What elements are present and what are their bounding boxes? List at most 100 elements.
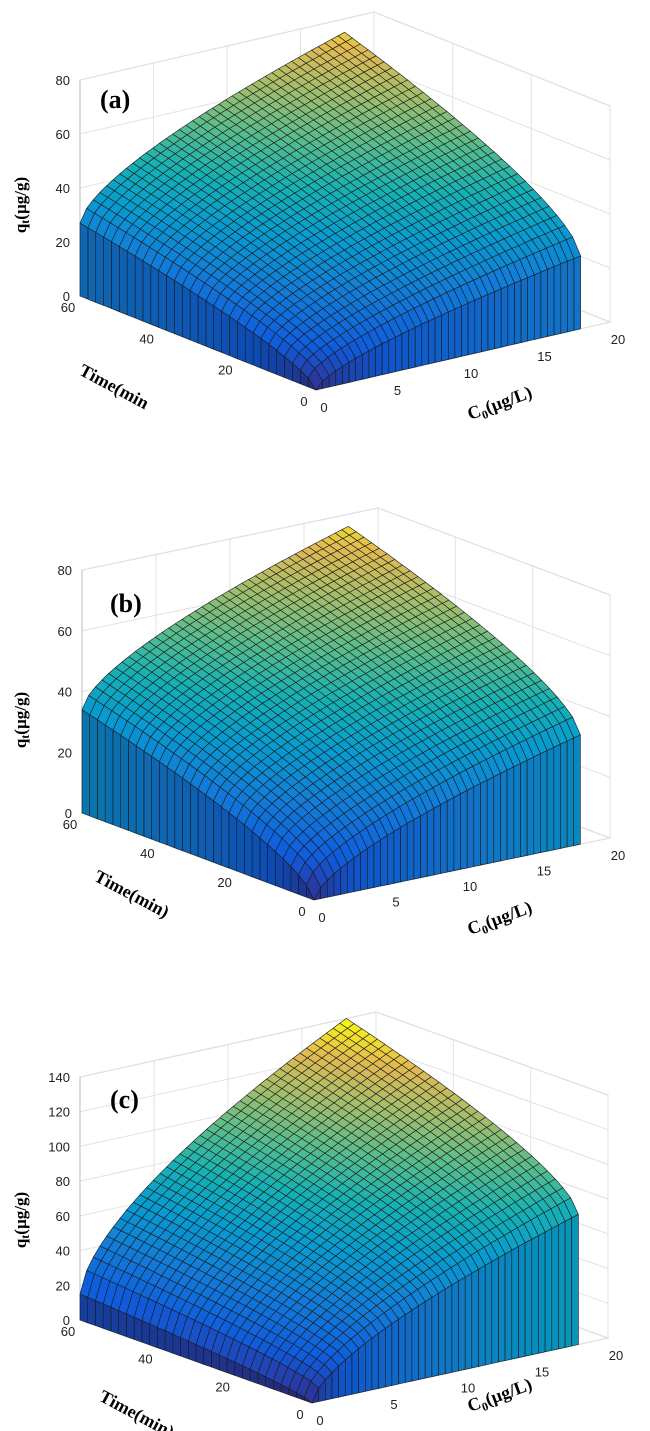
wall-strip-left [259, 837, 268, 883]
wall-strip-front [447, 308, 456, 360]
wall-strip-front [384, 1323, 393, 1388]
wall-strip-front [411, 1305, 419, 1382]
z-axis-label-main: q [11, 1238, 30, 1248]
wall-strip-front [355, 354, 363, 382]
wall-strip-front [413, 815, 421, 880]
wall-strip-front [421, 320, 429, 366]
wall-strip-front [371, 1333, 379, 1391]
wall-strip-front [486, 776, 495, 865]
x-tick-label: 5 [392, 895, 399, 910]
wall-strip-front [573, 255, 581, 331]
wall-strip-front [391, 1318, 399, 1386]
surface [81, 526, 581, 901]
wall-strip-front [420, 811, 428, 879]
panel-label: (c) [110, 1085, 139, 1114]
wall-strip-front [446, 797, 455, 873]
wall-strip-front [364, 1337, 373, 1392]
wall-strip-front [424, 1297, 433, 1379]
wall-strip-left [189, 290, 199, 344]
x-tick-label: 20 [611, 332, 625, 347]
wall-strip-front [431, 1292, 439, 1377]
z-axis-label-units: (µg/g) [11, 692, 30, 735]
z-tick-label: 0 [63, 289, 70, 304]
wall-strip-left [229, 316, 238, 360]
wall-strip-front [527, 274, 535, 342]
wall-strip-left [102, 1303, 112, 1332]
y-tick-label: 40 [138, 1352, 152, 1367]
wall-strip-left [151, 755, 160, 843]
x-axis-label-main: C [465, 916, 484, 939]
wall-strip-left [182, 285, 191, 341]
wall-strip-front [566, 737, 575, 848]
wall-strip-left [95, 232, 104, 306]
wall-strip-left [159, 761, 168, 846]
wall-strip-left [133, 1317, 143, 1343]
y-tick-label: 0 [296, 1407, 303, 1422]
y-tick-label: 0 [298, 904, 305, 919]
y-tick-label: 60 [61, 1324, 75, 1339]
wall-strip-left [89, 714, 98, 820]
x-axis-label: C0(µg/L) [465, 382, 536, 427]
wall-strip-left [205, 300, 214, 350]
wall-strip-front [560, 740, 568, 849]
x-axis-label-sub: 0 [480, 407, 490, 422]
z-axis-label: qt(µg/g) [11, 1192, 32, 1248]
surface-top [81, 526, 581, 901]
wall-strip-left [87, 1297, 96, 1326]
wall-strip-front [540, 268, 548, 339]
z-axis-label: qt(µg/g) [11, 692, 32, 748]
y-axis-label: Time(min [76, 360, 153, 414]
wall-strip-front [404, 1309, 413, 1383]
wall-strip-left [213, 305, 222, 353]
x-tick-label: 20 [611, 848, 625, 863]
wall-strip-left [135, 745, 145, 837]
wall-strip-left [174, 280, 183, 338]
wall-strip-left [182, 777, 191, 854]
wall-strip-front [467, 299, 476, 356]
z-axis-label-main: q [11, 738, 30, 748]
wall-strip-front [434, 314, 443, 363]
wall-strip-front [375, 343, 383, 377]
wall-strip-left [104, 724, 114, 825]
wall-strip-front [533, 753, 541, 855]
surface-patch [305, 871, 322, 901]
panel-label: (a) [100, 85, 130, 114]
wall-strip-front [513, 763, 521, 859]
z-tick-label: 60 [56, 127, 70, 142]
wall-strip-left [79, 222, 89, 300]
wall-strip-left [174, 772, 183, 852]
x-tick-label: 15 [537, 864, 551, 879]
z-axis-label-sub: t [18, 220, 32, 224]
surface-walls [81, 709, 581, 901]
wall-strip-front [551, 1224, 559, 1351]
x-axis-label-units: (µg/L) [482, 1374, 535, 1410]
z-tick-label: 40 [56, 181, 70, 196]
wall-strip-front [564, 1217, 573, 1348]
z-axis-label-sub: t [18, 1235, 32, 1239]
y-axis-label: Time(min) [96, 1386, 178, 1431]
wall-strip-left [197, 788, 206, 860]
wall-strip-front [567, 258, 575, 333]
wall-strip-left [120, 734, 129, 831]
z-tick-label: 80 [58, 563, 72, 578]
panel-label: (b) [110, 589, 142, 618]
x-tick-label: 10 [464, 366, 478, 381]
x-tick-label: 15 [535, 1364, 549, 1379]
x-axis-label-sub: 0 [480, 1399, 490, 1414]
surface-plot-1: 020406080020406005101520(a)qt(µg/g)Time(… [11, 11, 625, 427]
wall-strip-left [244, 824, 253, 878]
wall-strip-front [464, 1272, 473, 1370]
z-axis-label-units: (µg/g) [11, 177, 30, 220]
wall-strip-front [386, 831, 395, 886]
wall-strip-front [395, 333, 403, 372]
z-tick-label: 60 [58, 624, 72, 639]
z-tick-label: 20 [56, 1278, 70, 1293]
y-tick-label: 20 [215, 1379, 229, 1394]
wall-strip-front [406, 819, 415, 881]
wall-strip-left [118, 1310, 127, 1337]
wall-strip-front [480, 779, 488, 866]
z-tick-label: 0 [65, 806, 72, 821]
wall-strip-front [453, 793, 461, 872]
